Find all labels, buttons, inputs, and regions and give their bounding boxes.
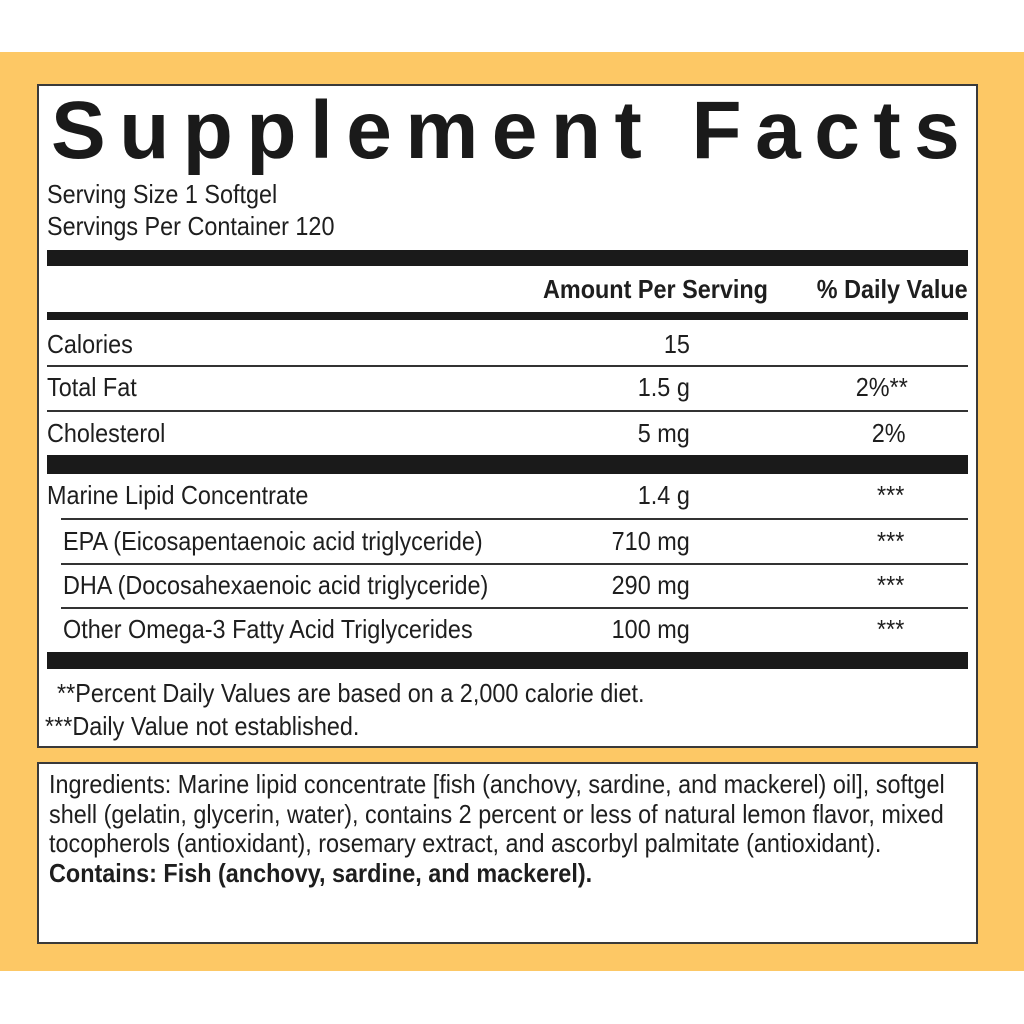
ingredients-panel: Ingredients: Marine lipid concentrate [f… (37, 762, 978, 944)
panel-title: Supplement Facts (51, 85, 974, 176)
allergen-statement: Contains: Fish (anchovy, sardine, and ma… (49, 857, 593, 888)
column-header-daily-value: % Daily Value (817, 274, 968, 304)
row-amount: 1.4 g (637, 480, 690, 510)
row-name: Total Fat (47, 372, 137, 402)
column-header-amount: Amount Per Serving (543, 274, 768, 304)
divider-thick (47, 455, 968, 474)
divider-thin (61, 518, 968, 520)
divider-thick (47, 250, 968, 266)
servings-per-container: Servings Per Container 120 (47, 211, 335, 241)
divider-thin (61, 563, 968, 565)
divider-thin (61, 607, 968, 609)
divider-thick (47, 652, 968, 669)
ingredients-text: Ingredients: Marine lipid concentrate [f… (49, 769, 945, 858)
footnote-percent-dv: **Percent Daily Values are based on a 2,… (57, 678, 645, 708)
row-daily-value: *** (876, 614, 904, 644)
row-name: Cholesterol (47, 418, 166, 448)
row-daily-value: *** (876, 480, 904, 510)
divider-thin (47, 410, 968, 412)
row-name: Calories (47, 329, 133, 359)
row-name: Marine Lipid Concentrate (47, 480, 309, 510)
serving-size: Serving Size 1 Softgel (47, 179, 278, 209)
footnote-dv-not-established: ***Daily Value not established. (45, 711, 360, 741)
row-daily-value: *** (876, 526, 904, 556)
row-name: EPA (Eicosapentaenoic acid triglyceride) (63, 526, 483, 556)
row-amount: 1.5 g (637, 372, 690, 402)
row-amount: 710 mg (611, 526, 690, 556)
row-daily-value: 2% (872, 418, 906, 448)
row-amount: 15 (663, 329, 690, 359)
divider-thin (47, 365, 968, 367)
row-amount: 100 mg (611, 614, 690, 644)
row-amount: 5 mg (637, 418, 690, 448)
row-daily-value: 2%** (855, 372, 908, 402)
supplement-facts-panel: Supplement Facts Serving Size 1 Softgel … (37, 84, 978, 748)
row-name: DHA (Docosahexaenoic acid triglyceride) (63, 570, 489, 600)
row-name: Other Omega-3 Fatty Acid Triglycerides (63, 614, 473, 644)
divider-medium (47, 312, 968, 320)
row-amount: 290 mg (611, 570, 690, 600)
row-daily-value: *** (876, 570, 904, 600)
